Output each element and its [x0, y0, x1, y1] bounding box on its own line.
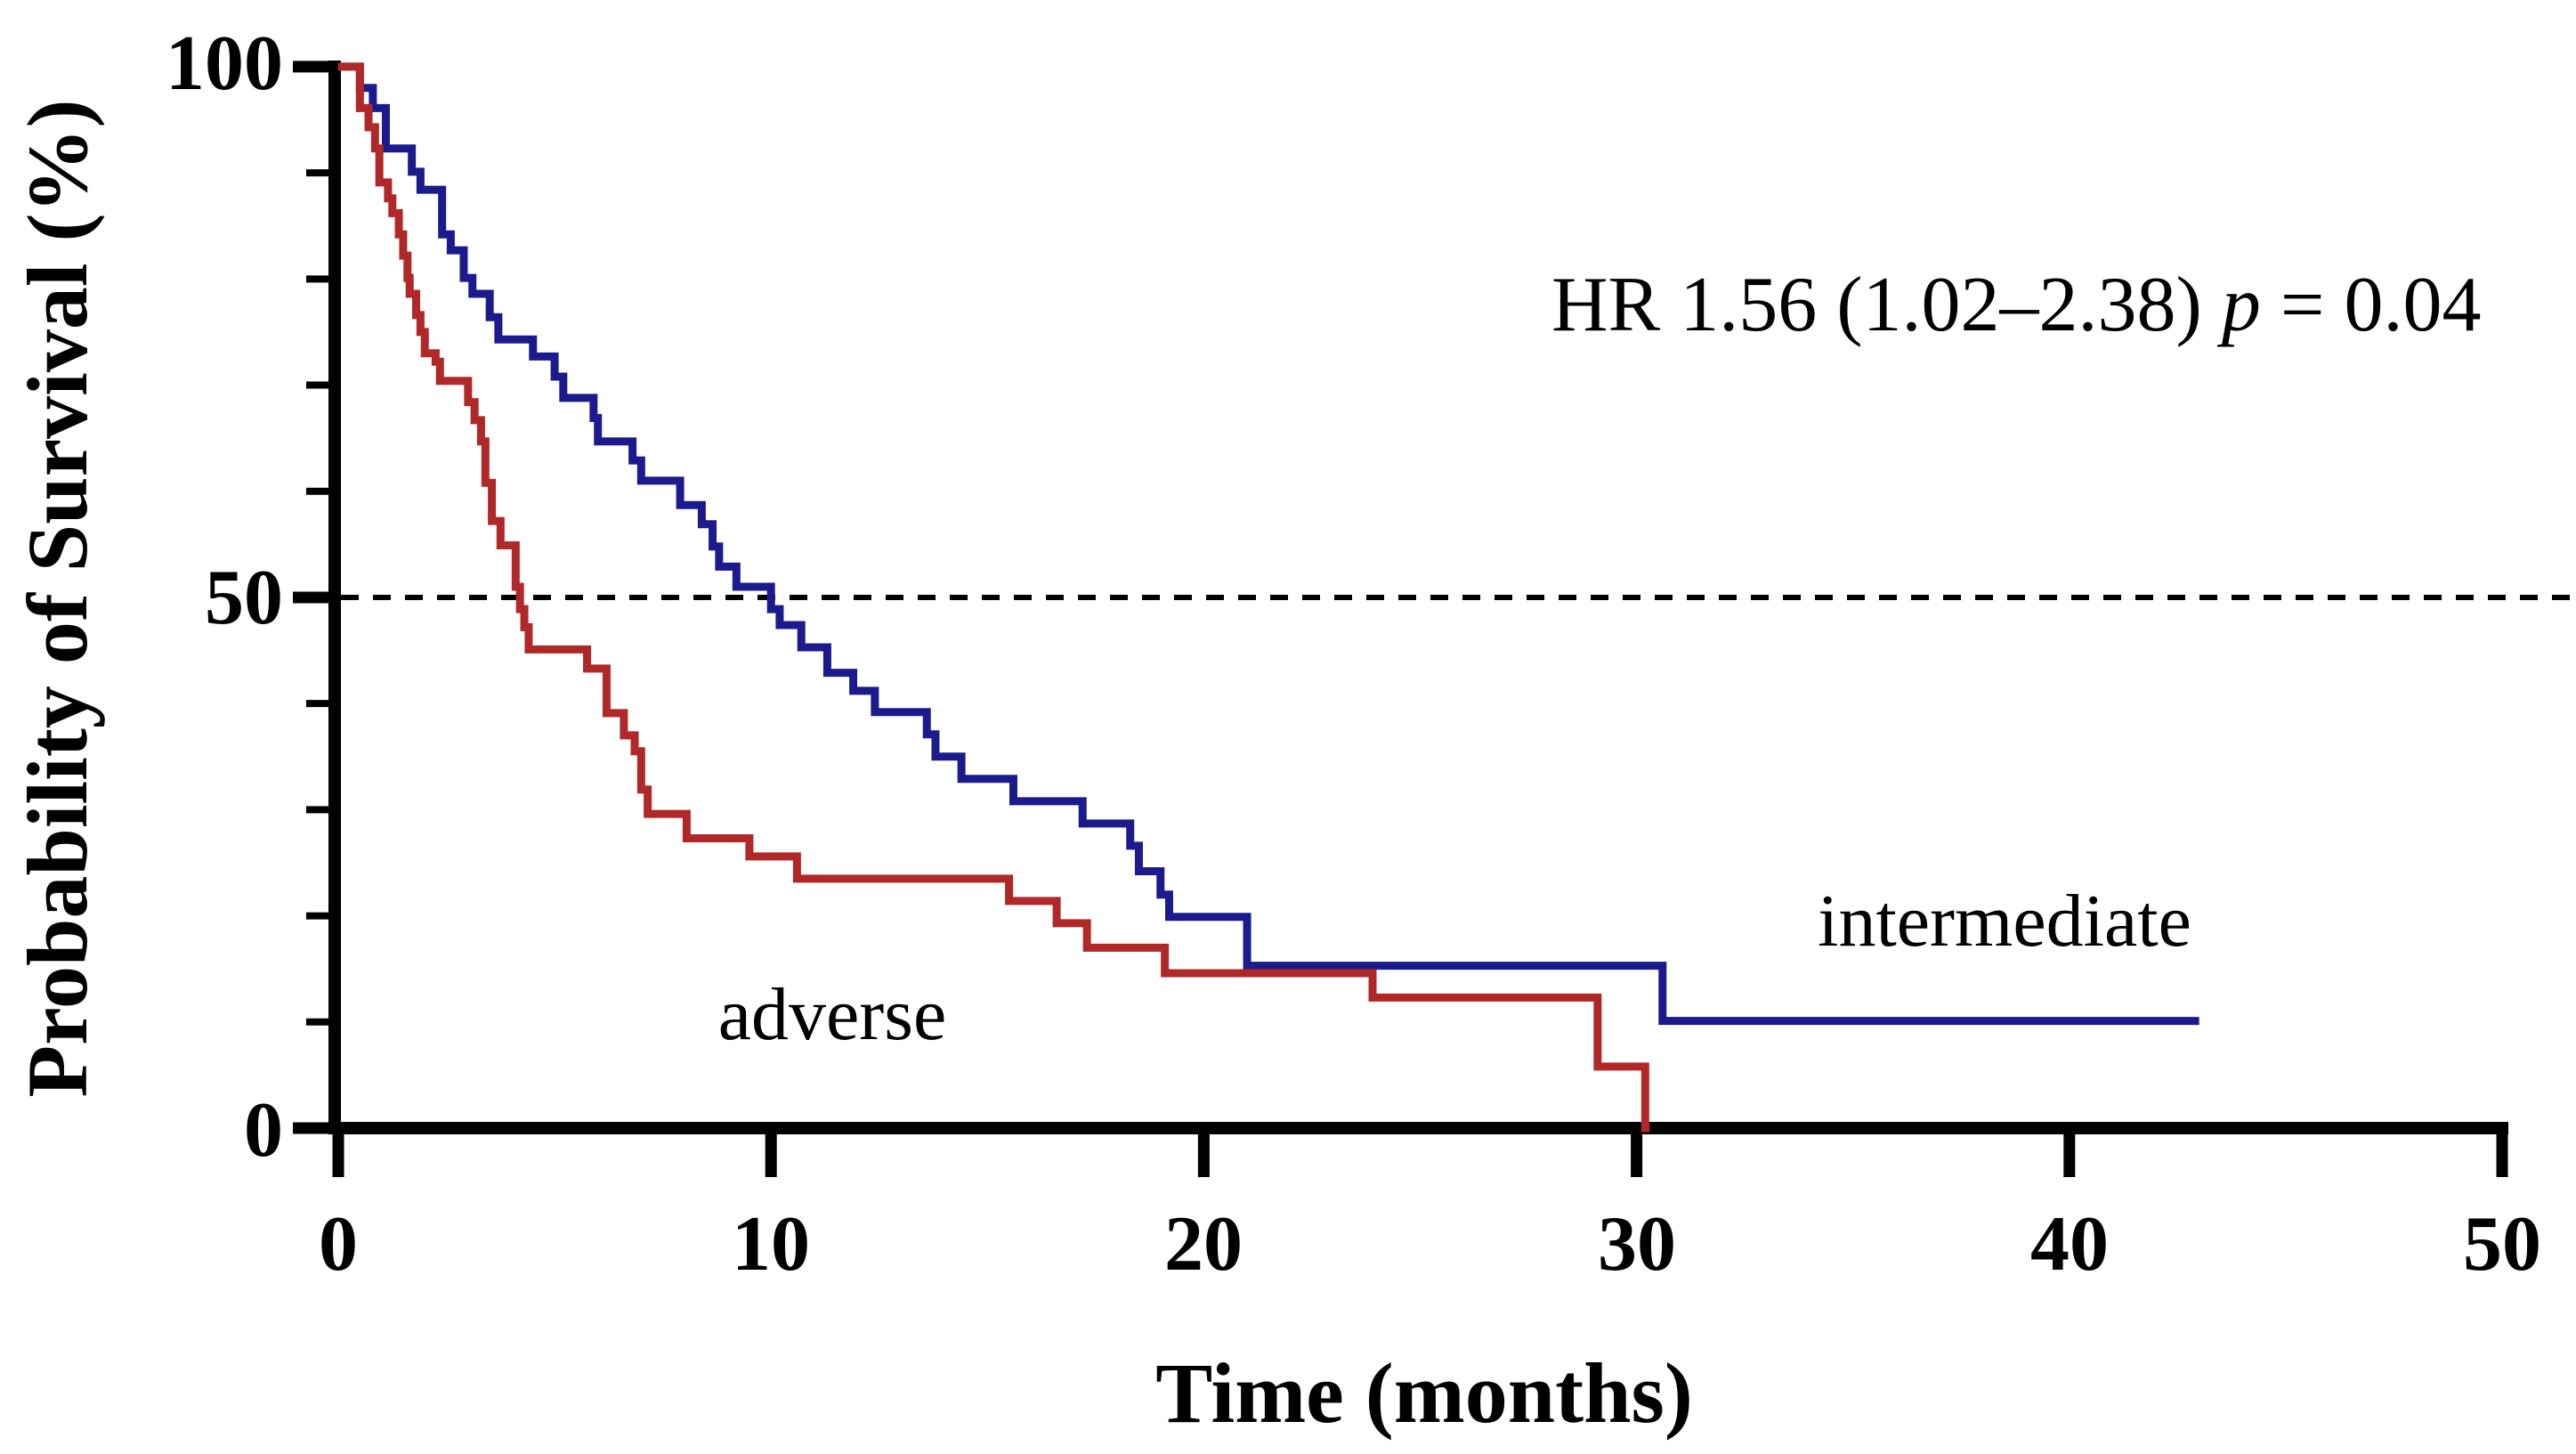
survival-curve-adverse: [338, 62, 1650, 1133]
hazard-ratio-annotation: HR 1.56 (1.02–2.38) p = 0.04: [1551, 266, 2482, 345]
hr-text-suffix: = 0.04: [2260, 262, 2482, 348]
curve-label-adverse: adverse: [717, 973, 947, 1056]
curve-label-intermediate: intermediate: [1818, 880, 2191, 963]
hr-text-prefix: HR 1.56 (1.02–2.38): [1551, 262, 2222, 348]
x-tick-label-30: 30: [1598, 1201, 1676, 1287]
p-value-symbol: p: [2221, 262, 2261, 348]
x-axis-title: Time (months): [1155, 1345, 1693, 1441]
y-tick-label-100: 100: [166, 20, 283, 107]
y-tick-label-50: 50: [205, 555, 283, 641]
x-tick-label-0: 0: [319, 1201, 358, 1287]
y-tick-label-0: 0: [244, 1087, 283, 1174]
x-tick-label-20: 20: [1164, 1201, 1243, 1287]
y-axis-title: Probability of Survival (%): [10, 99, 105, 1098]
x-tick-label-10: 10: [732, 1201, 810, 1287]
x-tick-label-40: 40: [2030, 1201, 2109, 1287]
x-tick-label-50: 50: [2463, 1201, 2541, 1287]
survival-curve-intermediate: [338, 62, 2199, 1026]
